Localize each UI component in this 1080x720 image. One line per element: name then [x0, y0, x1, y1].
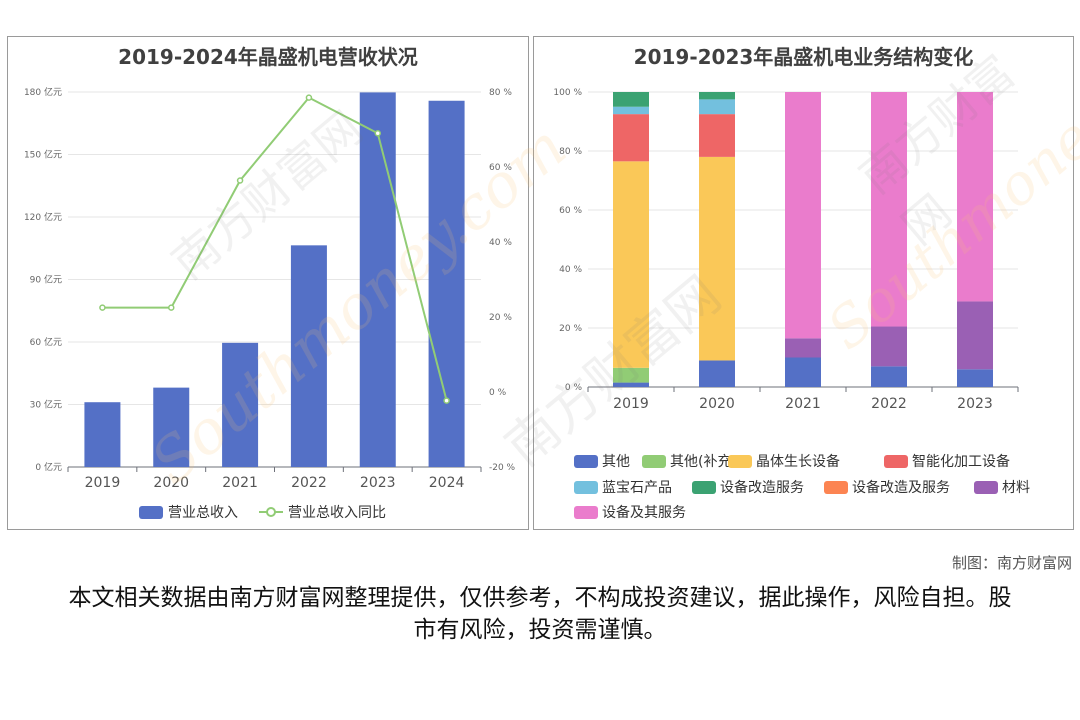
legend-swatch [824, 481, 848, 494]
legend-label-revenue: 营业总收入 [168, 505, 238, 521]
revenue-bar [290, 245, 327, 467]
yoy-growth-point [305, 94, 313, 101]
stack-segment [871, 366, 907, 387]
y-tick-label: 60 % [559, 206, 582, 216]
y-tick-label: 20 % [559, 324, 582, 334]
yoy-growth-point [443, 397, 450, 404]
revenue-bar [359, 92, 396, 467]
legend-label: 其他 [602, 454, 630, 470]
legend-swatch [692, 481, 716, 494]
y-right-tick-label: 0 % [489, 388, 507, 398]
legend-label: 设备改造及服务 [852, 479, 950, 496]
legend-label: 蓝宝石产品 [602, 480, 672, 496]
yoy-growth-point [99, 304, 106, 311]
x-tick-label: 2019 [613, 396, 649, 412]
stack-segment [613, 92, 649, 107]
revenue-bar [428, 100, 465, 467]
legend-swatch [574, 481, 598, 494]
y-left-tick-label: 120 亿元 [24, 211, 62, 223]
y-right-tick-label: -20 % [489, 463, 516, 473]
legend-swatch [974, 481, 998, 494]
y-left-tick-label: 60 亿元 [30, 336, 62, 348]
x-tick-label: 2021 [785, 396, 821, 412]
stack-segment [871, 92, 907, 327]
legend-label: 晶体生长设备 [756, 453, 840, 470]
x-tick-label: 2020 [699, 396, 735, 412]
revenue-bar [153, 387, 190, 467]
legend-swatch [574, 506, 598, 519]
stack-segment [613, 161, 649, 368]
yoy-growth-line [102, 96, 448, 401]
legend-label: 设备及其服务 [602, 504, 686, 521]
disclaimer-text: 本文相关数据由南方财富网整理提供，仅供参考，不构成投资建议，据此操作，风险自担。… [68, 585, 1012, 643]
stack-segment [871, 326, 907, 367]
stack-segment [699, 92, 735, 100]
yoy-growth-point [168, 304, 175, 311]
x-tick-label: 2021 [222, 475, 258, 491]
legend-label-yoy: 营业总收入同比 [288, 505, 386, 521]
y-right-tick-label: 60 % [489, 163, 512, 173]
stack-segment [613, 114, 649, 162]
x-tick-label: 2020 [153, 475, 189, 491]
x-tick-label: 2019 [85, 475, 121, 491]
stack-segment [613, 382, 649, 387]
x-tick-label: 2022 [291, 475, 327, 491]
stack-segment [957, 369, 993, 387]
stack-segment [699, 156, 735, 361]
legend-marker-yoy [266, 507, 276, 517]
revenue-chart-panel: 2019-2024年晶盛机电营收状况 0 亿元 30 亿元 60 亿元 90 亿元 12… [7, 36, 529, 530]
legend-swatch-revenue [139, 506, 163, 519]
revenue-chart-title: 2019-2024年晶盛机电营收状况 [118, 45, 418, 69]
structure-chart: 0 % 20 % 40 % 60 % 80 % 100 % 2019 2020 2021 2022… [553, 88, 1030, 521]
legend-swatch [574, 455, 598, 468]
legend-swatch [642, 455, 666, 468]
stack-segment [699, 360, 735, 387]
stack-segment [785, 357, 821, 387]
y-left-tick-label: 30 亿元 [30, 399, 62, 411]
y-left-tick-label: 0 亿元 [35, 461, 62, 473]
stack-segment [785, 338, 821, 358]
stack-segment [957, 301, 993, 370]
stack-segment [613, 367, 649, 383]
y-left-tick-label: 180 亿元 [24, 86, 62, 98]
stack-segment [957, 92, 993, 302]
revenue-bar [222, 342, 259, 467]
x-tick-label: 2023 [957, 396, 993, 412]
legend-label: 设备改造服务 [720, 479, 804, 496]
y-right-tick-label: 40 % [489, 238, 512, 248]
x-tick-label: 2022 [871, 396, 907, 412]
revenue-chart: 0 亿元 30 亿元 60 亿元 90 亿元 120 亿元 150 亿元 180 亿元 -20… [24, 86, 516, 521]
yoy-growth-point [236, 177, 244, 184]
y-right-tick-label: 20 % [489, 313, 512, 323]
y-left-tick-label: 150 亿元 [24, 149, 62, 161]
legend-label: 材料 [1002, 480, 1030, 496]
y-tick-label: 0 % [565, 383, 583, 393]
y-tick-label: 100 % [553, 88, 582, 98]
chart-credit: 制图：南方财富网 [951, 554, 1072, 572]
stack-segment [699, 99, 735, 115]
stack-segment [785, 92, 821, 339]
y-right-tick-label: 80 % [489, 88, 512, 98]
stack-segment [699, 114, 735, 157]
structure-chart-title: 2019-2023年晶盛机电业务结构变化 [633, 45, 974, 69]
x-tick-label: 2023 [360, 475, 396, 491]
legend-swatch [728, 455, 752, 468]
legend-label: 其他(补充) [670, 454, 737, 470]
y-left-tick-label: 90 亿元 [30, 274, 62, 286]
stack-segment [613, 106, 649, 115]
structure-chart-panel: 2019-2023年晶盛机电业务结构变化 0 % 20 % 40 % 60 % 80 %… [533, 36, 1074, 530]
yoy-growth-point [374, 130, 381, 137]
x-tick-label: 2024 [429, 475, 465, 491]
legend-label: 智能化加工设备 [912, 453, 1010, 470]
revenue-bar [84, 402, 121, 467]
legend-swatch [884, 455, 908, 468]
y-tick-label: 80 % [559, 147, 582, 157]
y-tick-label: 40 % [559, 265, 582, 275]
